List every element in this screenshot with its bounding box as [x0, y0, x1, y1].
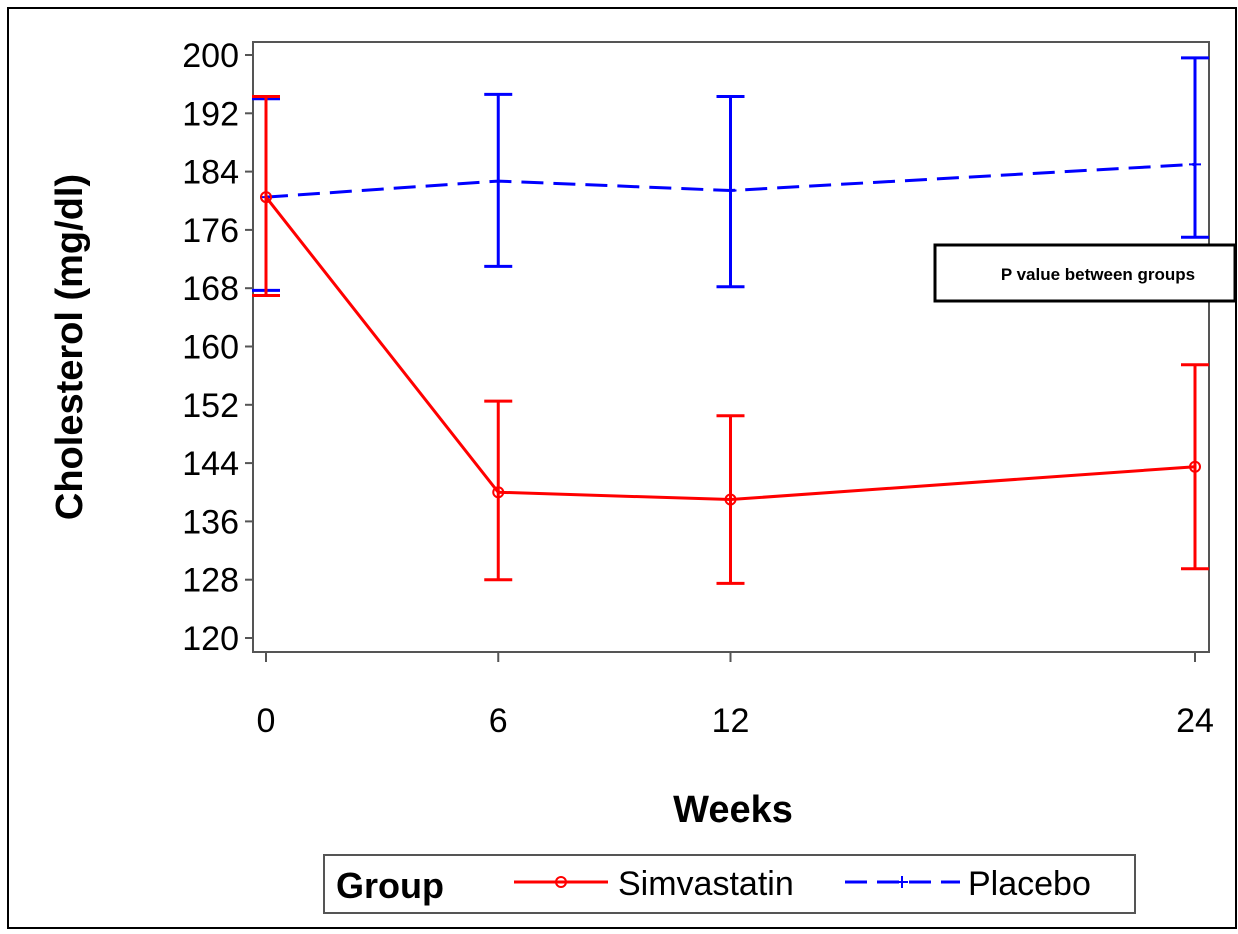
data-point: [492, 175, 505, 188]
legend-placebo-marker: [896, 876, 908, 888]
legend-title: Group: [336, 865, 444, 906]
y-tick-label: 168: [182, 270, 239, 308]
series-line: [265, 162, 1196, 199]
series-simvastatin: [252, 95, 1209, 585]
y-axis-title: Cholesterol (mg/dl): [49, 174, 91, 520]
data-point: [724, 493, 737, 506]
legend-simvastatin-marker: [555, 876, 567, 888]
annotation-box: P value between groups: [933, 243, 1237, 303]
y-tick-label: 136: [182, 503, 239, 541]
y-axis: 120 128 136 144 152 160 168 176 184 192 200: [182, 37, 253, 658]
legend-frame: [323, 854, 1136, 914]
data-point: [724, 184, 737, 197]
y-tick-label: 176: [182, 212, 239, 250]
data-point: [492, 486, 505, 499]
y-tick-label: 128: [182, 562, 239, 600]
figure-border: [7, 7, 1237, 929]
x-tick-label: 6: [489, 702, 508, 740]
x-tick-label: 12: [712, 702, 750, 740]
y-tick-label: 152: [182, 387, 239, 425]
error-bar: [1181, 56, 1209, 239]
y-tick-label: 120: [182, 620, 239, 658]
x-axis-title: Weeks: [673, 789, 793, 831]
y-tick-label: 192: [182, 95, 239, 133]
annotation-rect: [933, 243, 1237, 303]
x-axis: 0 6 12 24: [257, 652, 1214, 740]
x-tick-label: 24: [1176, 702, 1214, 740]
y-tick-label: 200: [182, 37, 239, 75]
legend-placebo-label: Placebo: [968, 865, 1091, 903]
series-line: [264, 196, 1196, 502]
error-bar: [252, 95, 280, 297]
y-tick-label: 184: [182, 154, 239, 192]
legend-simvastatin-label: Simvastatin: [618, 865, 794, 903]
y-tick-label: 160: [182, 329, 239, 367]
data-point: [1189, 460, 1201, 473]
annotation-text: P value between groups: [1001, 265, 1195, 284]
series-layer: [252, 56, 1209, 585]
legend: Group Simvastatin Placebo: [323, 854, 1136, 914]
data-point: [260, 191, 272, 204]
x-tick-label: 0: [257, 702, 276, 740]
data-point: [1189, 158, 1201, 171]
y-tick-label: 144: [182, 445, 239, 483]
